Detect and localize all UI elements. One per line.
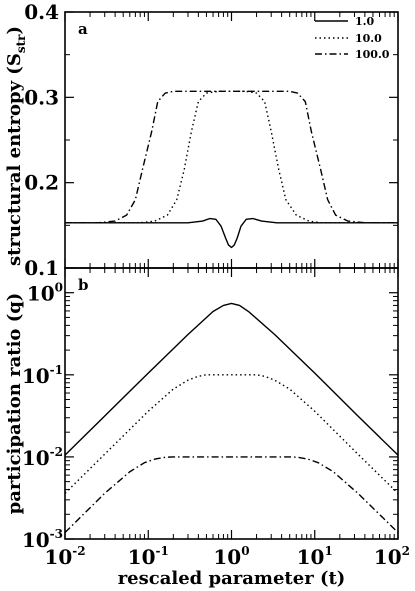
panel-b-series-line-dashdot	[64, 456, 399, 534]
panel-b-y-tick-label: 10-2	[22, 445, 63, 470]
panel-b-y-axis-label: participation ratio (q)	[4, 293, 25, 515]
panel-a-y-tick-label: 0.3	[24, 85, 59, 109]
panel-a-series-line-dotted	[65, 90, 398, 224]
panel-b-x-tick-label: 102	[374, 544, 410, 569]
panel-b-y-tick-label: 10-3	[22, 527, 63, 552]
panel-a-y-tick-label: 0.4	[24, 0, 59, 24]
x-axis-label: rescaled parameter (t)	[118, 568, 346, 589]
panel-b-x-tick-label: 10-2	[44, 544, 85, 569]
panel-a-y-tick-label: 0.2	[24, 171, 59, 195]
panel-b-x-tick-label: 100	[213, 544, 249, 569]
panel-a-letter: a	[78, 20, 88, 38]
panel-b-y-tick-label: 10-1	[22, 363, 63, 388]
panel-a-series-line-solid	[65, 217, 398, 249]
panel-a-frame	[64, 11, 399, 269]
panel-b-frame	[64, 267, 399, 540]
panel-b-series-line-solid	[64, 302, 399, 456]
panel-a-y-tick-label: 0.1	[24, 256, 59, 280]
panel-b-x-tick-label: 101	[297, 544, 333, 569]
panel-b-series-line-dotted	[64, 374, 399, 494]
legend-label: 100.0	[355, 48, 390, 61]
legend-label: 10.0	[355, 32, 382, 45]
panel-b-x-tick-label: 10-1	[128, 544, 169, 569]
panel-b-y-tick-label: 100	[27, 281, 63, 306]
panel-a: 0.1 0.2 0.3 0.4 a 1.0 10.0 100.0 structural entr…	[4, 0, 399, 280]
panel-a-y-axis-label: structural entropy (Sstr)	[4, 26, 28, 266]
panel-a-series-line-dashdot	[65, 90, 398, 224]
legend-label: 1.0	[355, 15, 374, 28]
panel-b-letter: b	[78, 276, 89, 294]
